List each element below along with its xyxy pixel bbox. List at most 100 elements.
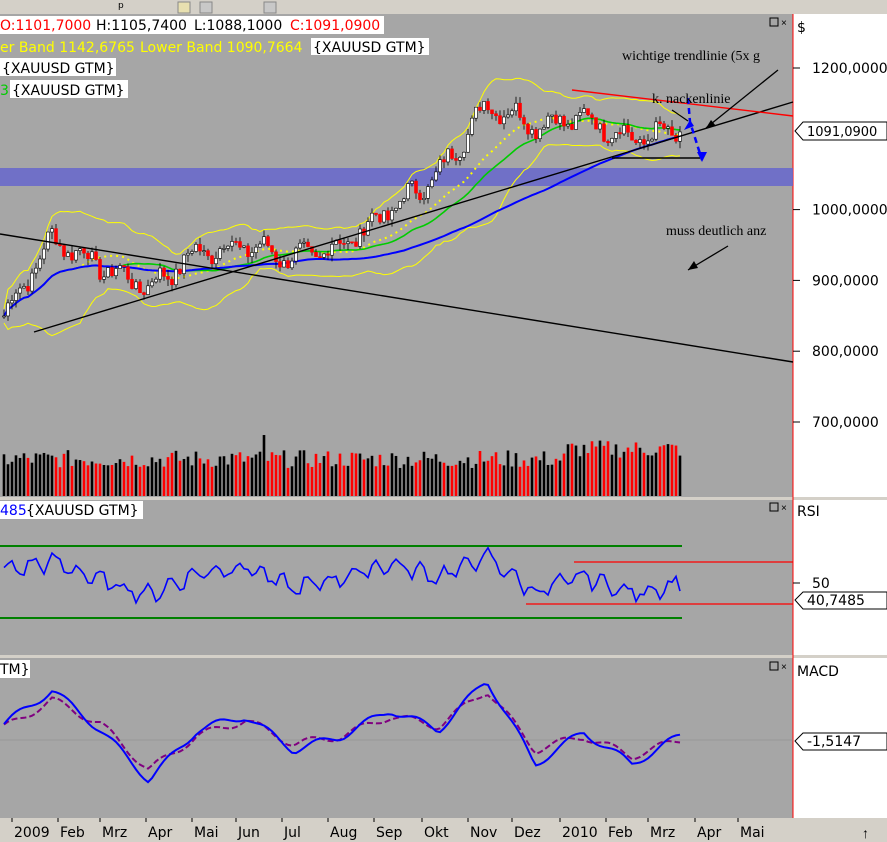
candle — [426, 186, 430, 199]
candle — [414, 180, 418, 194]
volume-bar — [342, 465, 346, 496]
volume-bar — [130, 455, 134, 496]
volume-bar — [98, 463, 102, 496]
volume-bar — [6, 464, 10, 496]
ohlc-open: O:1101,7000 — [0, 18, 91, 34]
volume-bar — [266, 460, 270, 496]
candle — [378, 214, 382, 223]
macd-pane[interactable] — [0, 658, 793, 818]
candle — [630, 131, 634, 141]
candle — [286, 260, 290, 269]
volume-bar — [602, 445, 606, 496]
volume-bar — [614, 444, 618, 496]
last-price-marker: 1091,0900 — [794, 121, 887, 141]
rsi-pane[interactable] — [0, 500, 793, 655]
ohlc-close: C:1091,0900 — [290, 18, 380, 34]
long-downtrend-line — [0, 233, 794, 363]
pane-controls-rsi[interactable]: × — [769, 502, 787, 514]
toolbar-icon[interactable] — [177, 1, 191, 14]
volume-bar — [386, 465, 390, 496]
volume-bar — [274, 454, 278, 496]
time-label-7: Aug — [330, 825, 357, 841]
volume-bar — [538, 460, 542, 496]
candle — [574, 115, 578, 130]
candle — [150, 281, 154, 287]
annotation-arrow — [705, 69, 779, 129]
volume-bar — [470, 467, 474, 496]
candle — [90, 251, 94, 259]
candle — [306, 241, 310, 247]
volume-bar — [186, 456, 190, 496]
volume-bar — [658, 446, 662, 496]
volume-bar — [562, 453, 566, 496]
candle — [490, 109, 494, 115]
volume-bar — [578, 456, 582, 496]
macd-signal-line — [3, 694, 681, 770]
volume-bar — [414, 462, 418, 496]
volume-bar — [502, 465, 506, 496]
volume-bar — [454, 464, 458, 496]
annotation-trendline: wichtige trendlinie (5x g — [622, 49, 760, 64]
rsi-legend-symbol: {XAUUSD GTM} — [26, 503, 139, 519]
up-arrow-icon[interactable]: ↑ — [862, 825, 869, 841]
volume-bar — [670, 444, 674, 496]
candle — [62, 245, 66, 257]
resistance-line — [571, 89, 794, 117]
time-axis[interactable] — [0, 818, 887, 842]
pane-controls-macd[interactable]: × — [769, 661, 787, 673]
candle — [446, 148, 450, 163]
candle — [234, 241, 238, 243]
volume-bar — [170, 452, 174, 496]
volume-bar — [422, 451, 426, 496]
volume-bar — [558, 460, 562, 496]
volume-bar — [574, 445, 578, 496]
volume-bar — [522, 460, 526, 496]
toolbar-icon[interactable] — [199, 1, 213, 14]
volume-bar — [398, 467, 402, 496]
price-plot — [0, 69, 794, 496]
candle — [526, 123, 530, 135]
candle — [250, 252, 254, 257]
pane-controls-price[interactable]: × — [769, 17, 787, 29]
volume-bar — [314, 453, 318, 496]
last-price-value: 1091,0900 — [807, 125, 877, 140]
volume-bar — [462, 463, 466, 496]
volume-bar — [118, 459, 122, 496]
toolbar-icon[interactable] — [263, 1, 277, 14]
menu-bar — [0, 0, 887, 14]
price-axis[interactable] — [793, 14, 887, 497]
volume-bar — [430, 458, 434, 496]
volume-bar — [54, 457, 58, 496]
rsi-title: RSI — [797, 504, 820, 520]
candle — [134, 281, 138, 289]
volume-bar — [26, 457, 30, 496]
macd-plot — [0, 683, 793, 784]
candle — [566, 124, 570, 127]
volume-bar — [618, 457, 622, 496]
candle — [30, 272, 34, 292]
candle — [298, 242, 302, 249]
candle — [502, 116, 506, 125]
candle — [190, 251, 194, 254]
volume-bar — [114, 463, 118, 496]
candle — [186, 252, 190, 256]
rsi-legend-value: 485 — [0, 503, 27, 519]
volume-bar — [418, 460, 422, 496]
volume-bar — [598, 440, 602, 496]
volume-bar — [490, 456, 494, 496]
candle — [322, 253, 326, 258]
macd-line — [3, 683, 681, 784]
volume-bar — [142, 465, 146, 496]
volume-bar — [666, 444, 670, 496]
volume-bar — [34, 453, 38, 496]
rsi-axis[interactable] — [793, 500, 887, 655]
candle — [110, 267, 114, 276]
candle — [270, 245, 274, 253]
candle — [354, 241, 358, 247]
volume-bar — [134, 464, 138, 496]
candle — [530, 129, 534, 135]
candle — [102, 276, 106, 280]
candle — [374, 212, 378, 215]
volume-bar — [570, 443, 574, 496]
volume-bar — [478, 450, 482, 496]
